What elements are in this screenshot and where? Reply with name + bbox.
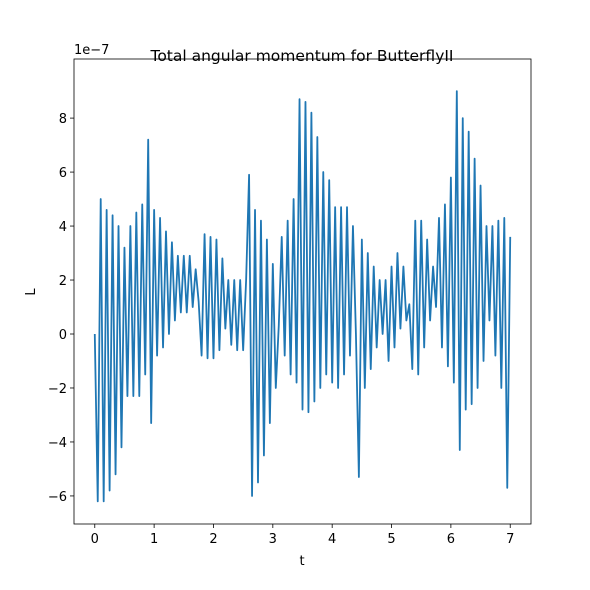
y-tick-label: −6 xyxy=(48,490,67,505)
y-tick-label: 8 xyxy=(59,112,67,127)
y-tick-label: −2 xyxy=(48,382,67,397)
y-tick-label: 6 xyxy=(59,166,67,181)
x-tick-label: 1 xyxy=(150,532,158,547)
x-tick-label: 3 xyxy=(269,532,277,547)
y-tick-label: 2 xyxy=(59,274,67,289)
chart-title: Total angular momentum for ButterflyII xyxy=(149,47,453,65)
x-tick-label: 5 xyxy=(387,532,395,547)
x-axis-label: t xyxy=(299,554,304,569)
x-tick-label: 0 xyxy=(91,532,99,547)
y-tick-label: 0 xyxy=(59,328,67,343)
x-tick-label: 6 xyxy=(447,532,455,547)
y-tick-label: −4 xyxy=(48,436,67,451)
y-axis-label: L xyxy=(24,288,39,296)
x-tick-label: 2 xyxy=(209,532,217,547)
data-line xyxy=(93,90,512,503)
axes-frame xyxy=(73,58,532,525)
y-tick-label: 4 xyxy=(59,220,67,235)
x-tick-label: 7 xyxy=(506,532,514,547)
x-tick-label: 4 xyxy=(328,532,336,547)
y-offset-label: 1e−7 xyxy=(74,43,109,58)
